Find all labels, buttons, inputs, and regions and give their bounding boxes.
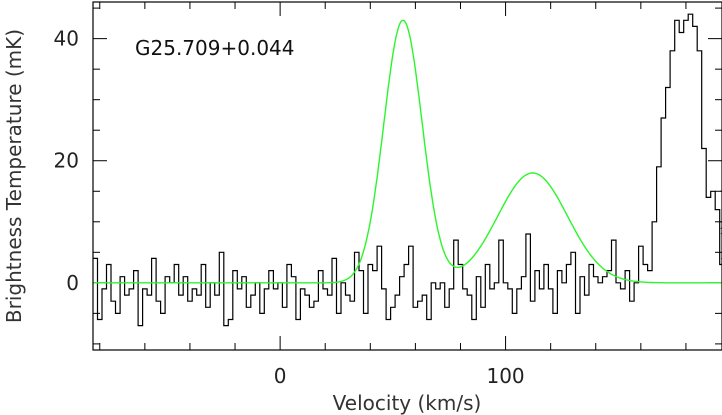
plot-frame (92, 1, 722, 351)
plot-area (93, 13, 722, 339)
x-tick-label: 0 (274, 364, 287, 388)
tick-labels: 0 100 0 20 40 (54, 27, 525, 388)
x-axis-label: Velocity (km/s) (333, 391, 482, 415)
gaussian-fit-line (93, 19, 722, 284)
y-tick-label: 40 (54, 27, 79, 51)
axis-ticks (93, 2, 722, 350)
y-tick-label: 0 (66, 271, 79, 295)
y-tick-label: 20 (54, 149, 79, 173)
y-axis-label: Brightness Temperature (mK) (2, 29, 26, 323)
source-name-annotation: G25.709+0.044 (135, 36, 295, 60)
observed-spectrum-line (93, 13, 722, 339)
x-tick-label: 100 (486, 364, 524, 388)
